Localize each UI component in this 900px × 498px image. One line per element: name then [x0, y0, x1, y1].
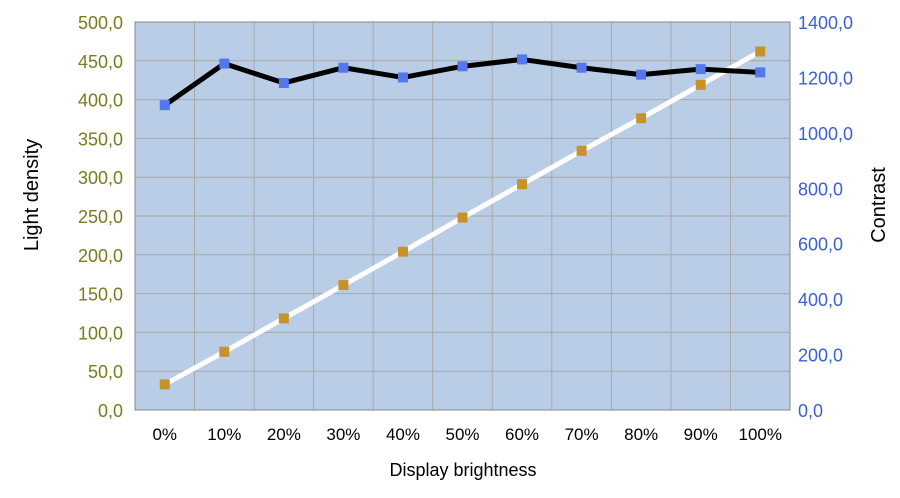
- right-tick-label: 200,0: [798, 346, 843, 366]
- left-tick-label: 350,0: [78, 129, 123, 149]
- left-tick-label: 450,0: [78, 52, 123, 72]
- data-point: [219, 346, 230, 357]
- right-tick-label: 1400,0: [798, 13, 853, 33]
- x-tick-label: 20%: [267, 425, 301, 444]
- x-tick-label: 90%: [684, 425, 718, 444]
- left-tick-label: 250,0: [78, 207, 123, 227]
- data-point: [695, 79, 706, 90]
- x-tick-label: 70%: [565, 425, 599, 444]
- data-point: [576, 62, 587, 73]
- x-tick-label: 0%: [152, 425, 177, 444]
- x-tick-label: 30%: [326, 425, 360, 444]
- x-tick-label: 60%: [505, 425, 539, 444]
- grid-lines: [134, 21, 791, 411]
- left-tick-label: 300,0: [78, 168, 123, 188]
- left-tick-label: 400,0: [78, 91, 123, 111]
- data-point: [636, 69, 647, 80]
- x-tick-label: 100%: [738, 425, 781, 444]
- x-tick-label: 80%: [624, 425, 658, 444]
- data-point: [755, 67, 766, 78]
- x-tick-label: 40%: [386, 425, 420, 444]
- data-point: [159, 379, 170, 390]
- right-tick-label: 1000,0: [798, 124, 853, 144]
- y-axis-right-label: Contrast: [868, 167, 890, 243]
- left-tick-label: 0,0: [98, 401, 123, 421]
- series-1: [159, 54, 766, 111]
- data-point: [338, 280, 349, 291]
- left-axis-ticks: 0,0 50,0 100,0 150,0 200,0 250,0 300,0 350,0 400…: [78, 13, 123, 421]
- data-point: [695, 64, 706, 75]
- left-tick-label: 150,0: [78, 285, 123, 305]
- right-tick-label: 0,0: [798, 401, 823, 421]
- x-axis-ticks: 0% 10% 20% 30% 40% 50% 60% 70% 80% 90% 100%: [152, 425, 781, 444]
- data-point: [159, 100, 170, 111]
- data-point: [278, 77, 289, 88]
- y-axis-left-label: Light density: [21, 139, 43, 251]
- left-tick-label: 50,0: [88, 362, 123, 382]
- series-0: [159, 46, 766, 390]
- right-axis-ticks: 0,0 200,0 400,0 600,0 800,0 1000,0 1200,0 1400,…: [798, 13, 853, 421]
- left-tick-label: 500,0: [78, 13, 123, 33]
- data-point: [457, 61, 468, 72]
- right-tick-label: 600,0: [798, 235, 843, 255]
- data-point: [576, 145, 587, 156]
- x-axis-label: Display brightness: [389, 460, 536, 480]
- left-tick-label: 100,0: [78, 323, 123, 343]
- data-point: [517, 54, 528, 65]
- data-point: [338, 62, 349, 73]
- right-tick-label: 400,0: [798, 290, 843, 310]
- data-point: [457, 212, 468, 223]
- right-tick-label: 800,0: [798, 179, 843, 199]
- data-point: [517, 179, 528, 190]
- data-point: [219, 58, 230, 69]
- data-point: [278, 313, 289, 324]
- data-point: [397, 72, 408, 83]
- series: [159, 46, 766, 390]
- left-tick-label: 200,0: [78, 246, 123, 266]
- data-point: [397, 246, 408, 257]
- data-point: [636, 113, 647, 124]
- x-tick-label: 50%: [445, 425, 479, 444]
- data-point: [755, 46, 766, 57]
- x-tick-label: 10%: [207, 425, 241, 444]
- plot-border: [134, 21, 791, 411]
- right-tick-label: 1200,0: [798, 68, 853, 88]
